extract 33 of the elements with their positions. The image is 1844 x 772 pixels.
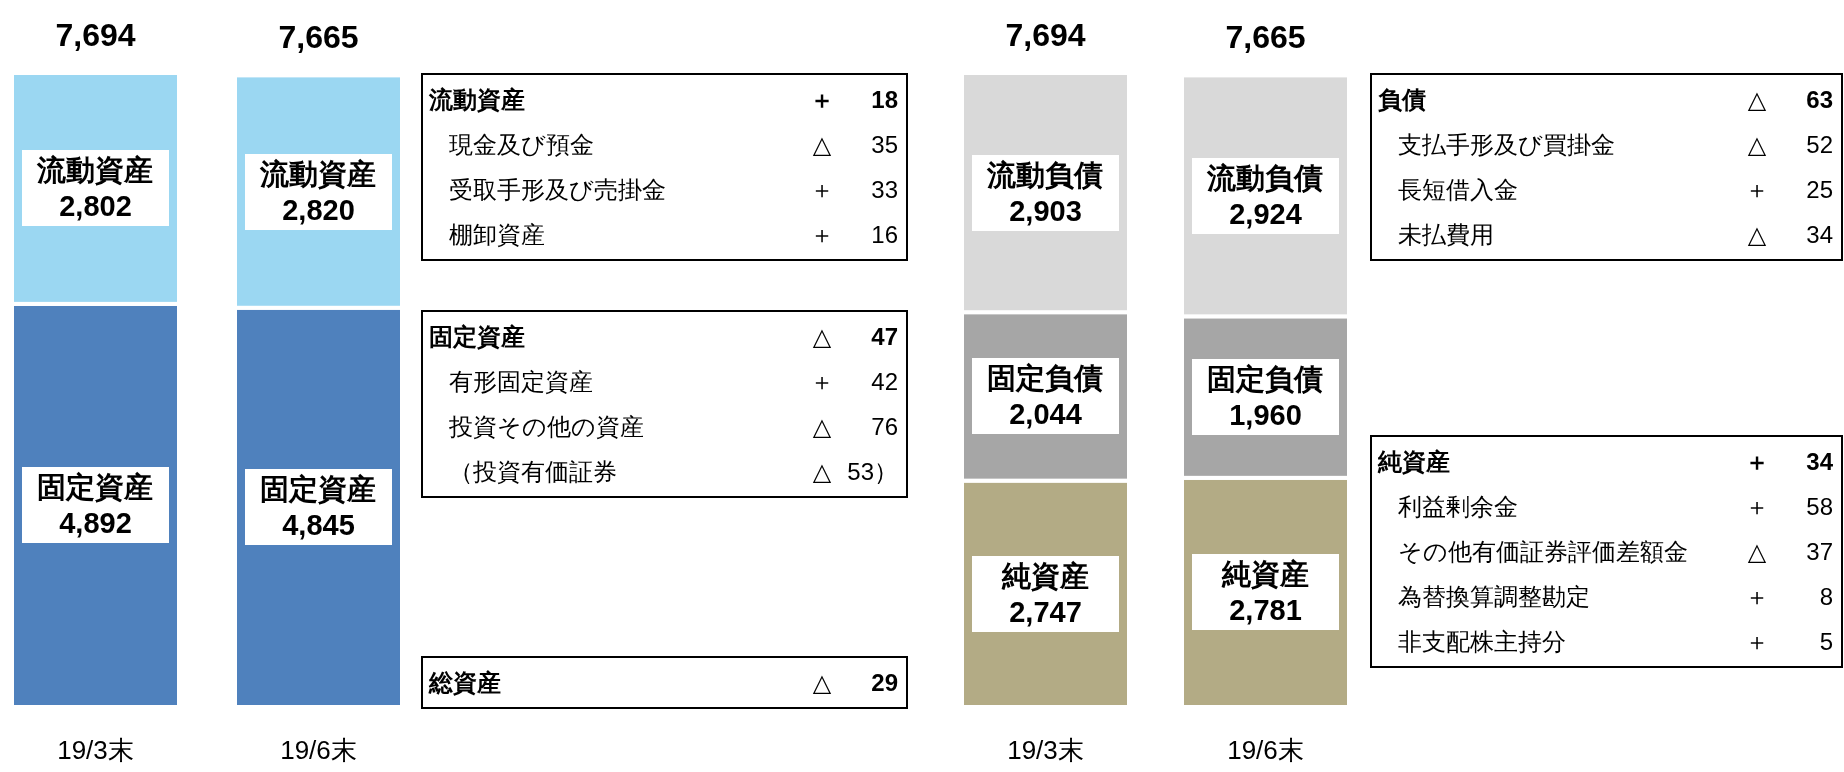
data-label: 4,845 — [281, 508, 356, 544]
total-label: 7,694 — [54, 17, 137, 54]
text: 流動資産 ＋ 18 現金及び預金 △ 35 受取手形及び売掛金 ＋ 33 棚卸資産 ＋ 16 — [429, 85, 898, 248]
series-label: 流動負債 — [986, 157, 1105, 193]
text: 固定負債 — [1207, 363, 1324, 396]
data-label: 4,892 — [58, 506, 133, 542]
x-tick-label: 19/3末 — [56, 734, 135, 767]
data-label: 1,960 — [1228, 398, 1303, 434]
text: 固定資産 — [260, 473, 377, 506]
x-tick-label: 19/6末 — [1226, 734, 1305, 767]
text: 流動資産 — [260, 157, 377, 190]
text: 負債 △ 63 支払手形及び買掛金 △ 52 長短借入金 ＋ 25 未払費用 △ 34 — [1378, 85, 1833, 248]
x-tick-label: 19/6末 — [279, 734, 358, 767]
series-label: 固定負債 — [986, 361, 1105, 397]
data-label: 2,903 — [1008, 193, 1083, 229]
text: 純資産 ＋ 34 利益剰余金 ＋ 58 その他有価証券評価差額金 △ 37 為替換算調整勘定 ＋ 8 非支配株主持分 ＋ 5 — [1378, 447, 1833, 655]
series-label: 流動資産 — [36, 153, 155, 189]
series-label: 固定資産 — [36, 470, 155, 506]
x-tick-label: 19/3末 — [1006, 734, 1085, 767]
text: 純資産 — [1221, 558, 1309, 591]
data-label: 2,747 — [1008, 594, 1083, 630]
total-label: 7,665 — [277, 19, 360, 57]
series-label: 純資産 — [1000, 558, 1090, 594]
data-label: 2,924 — [1228, 196, 1303, 232]
data-label: 2,802 — [58, 189, 133, 225]
text: 固定資産 △ 47 有形固定資産 ＋ 42 投資その他の資産 △ 76 （投資有価証券 △ 53） — [429, 322, 898, 485]
text: 総資産 △ 29 — [429, 668, 898, 696]
data-label: 2,820 — [281, 192, 356, 228]
data-label: 2,781 — [1228, 593, 1303, 629]
text: 流動負債 — [1207, 161, 1324, 194]
total-label: 7,694 — [1004, 17, 1087, 54]
total-label: 7,665 — [1224, 19, 1307, 57]
data-label: 2,044 — [1008, 397, 1083, 433]
